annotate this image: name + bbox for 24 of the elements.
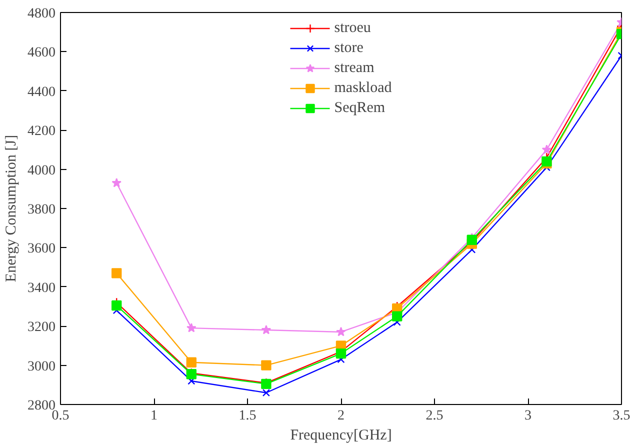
y-tick-label: 4600 bbox=[28, 46, 56, 61]
legend-label: maskload bbox=[334, 79, 392, 97]
y-tick-label: 4000 bbox=[28, 163, 56, 178]
y-tick-label: 4400 bbox=[28, 84, 56, 100]
legend-label: store bbox=[334, 39, 364, 57]
y-tick-label: 3400 bbox=[28, 280, 56, 296]
y-axis-title: Energy Consumption [J] bbox=[4, 134, 20, 282]
y-tick-label: 3600 bbox=[28, 242, 56, 257]
y-tick-label: 4200 bbox=[28, 124, 56, 140]
y-tick-label: 3000 bbox=[28, 359, 56, 374]
x-tick-label: 2.5 bbox=[426, 408, 444, 424]
x-tick-label: 0.5 bbox=[52, 408, 70, 424]
legend-label: stroeu bbox=[334, 19, 371, 37]
x-tick-label: 3.5 bbox=[612, 408, 630, 424]
x-tick-label: 2 bbox=[338, 408, 344, 424]
x-tick-label: 3 bbox=[524, 408, 532, 424]
x-tick-label: 1.5 bbox=[238, 408, 256, 424]
legend-label: stream bbox=[334, 59, 374, 77]
y-tick-label: 4800 bbox=[28, 6, 56, 22]
y-tick-label: 3200 bbox=[28, 320, 56, 336]
x-axis-title: Frequency[GHz] bbox=[290, 428, 392, 444]
x-tick-label: 1 bbox=[150, 408, 158, 424]
legend-label: SeqRem bbox=[334, 99, 386, 117]
y-tick-label: 3800 bbox=[28, 202, 56, 218]
